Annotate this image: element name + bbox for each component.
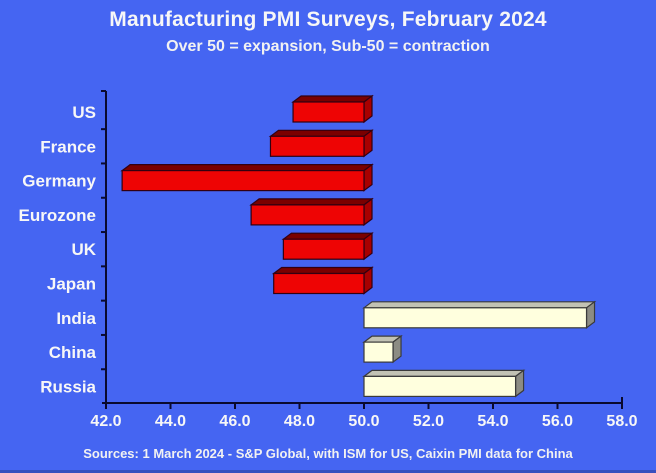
bar-france-front-face <box>269 135 365 157</box>
x-tick-label: 46.0 <box>219 413 250 430</box>
bar-russia-front-face <box>363 375 517 397</box>
x-tick-label: 56.0 <box>542 413 573 430</box>
chart-subtitle: Over 50 = expansion, Sub-50 = contractio… <box>166 38 490 55</box>
x-tick-label: 48.0 <box>284 413 315 430</box>
bar-france-top-face <box>268 129 374 137</box>
chart-title: Manufacturing PMI Surveys, February 2024 <box>109 8 547 31</box>
category-label-germany: Germany <box>22 172 96 191</box>
bar-india-front-face <box>363 307 588 329</box>
bar-india-top-face <box>362 301 597 309</box>
category-label-china: China <box>49 343 97 362</box>
bar-japan-front-face <box>273 272 365 295</box>
source-note: Sources: 1 March 2024 - S&P Global, with… <box>83 446 573 461</box>
category-label-uk: UK <box>71 240 96 259</box>
bar-germany-top-face <box>120 164 374 172</box>
bar-eurozone-front-face <box>250 204 365 226</box>
bar-eurozone-top-face <box>249 198 374 206</box>
bar-uk-front-face <box>282 238 365 260</box>
category-label-eurozone: Eurozone <box>19 206 96 225</box>
bar-germany-front-face <box>121 170 365 192</box>
category-label-us: US <box>72 103 96 122</box>
bottom-edge-strip <box>0 470 656 473</box>
bar-japan-top-face <box>271 266 374 275</box>
x-tick-label: 52.0 <box>413 413 444 430</box>
bar-china-front-face <box>363 341 394 363</box>
category-label-russia: Russia <box>40 377 96 396</box>
bar-uk-top-face <box>281 232 374 240</box>
bar-us-front-face <box>292 101 365 123</box>
category-label-india: India <box>56 309 96 328</box>
pmi-bar-chart: 42.0 44.0 46.0 48.0 50.0 52.0 54.0 56.0 58.0 US Fr… <box>19 90 638 430</box>
x-tick-label: 54.0 <box>477 413 508 430</box>
x-tick-label: 42.0 <box>90 413 121 430</box>
x-tick-label: 50.0 <box>348 413 379 430</box>
category-label-japan: Japan <box>47 275 96 294</box>
bar-russia-top-face <box>362 369 526 377</box>
category-label-france: France <box>40 137 96 156</box>
x-tick-label: 58.0 <box>606 413 637 430</box>
x-tick-label: 44.0 <box>155 413 186 430</box>
bar-us-top-face <box>291 95 374 103</box>
